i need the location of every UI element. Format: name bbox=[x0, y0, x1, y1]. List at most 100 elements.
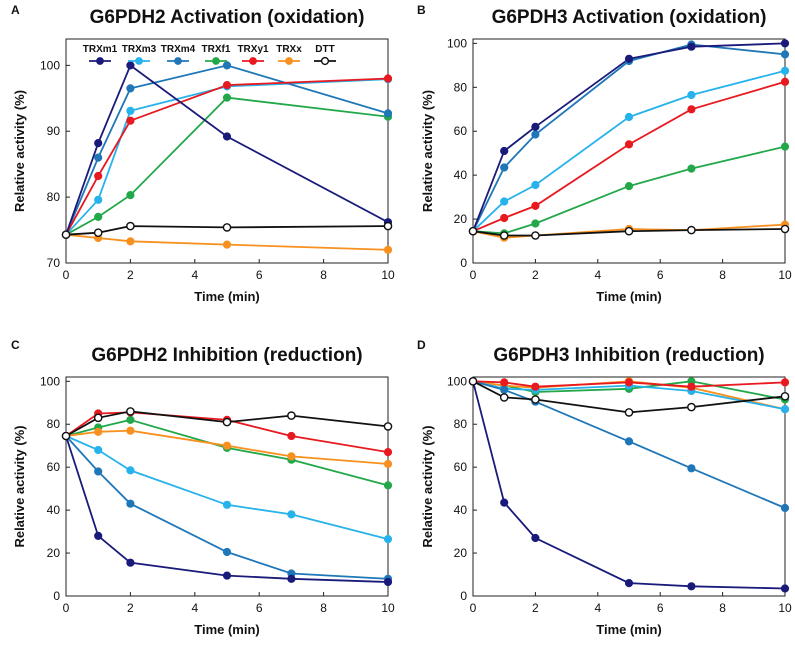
panel-b-point-trxf1 bbox=[687, 164, 696, 173]
panel-c-point-trxm3 bbox=[126, 466, 135, 475]
panel-a-point-trxx bbox=[383, 245, 393, 254]
panel-b-point-trxy1 bbox=[687, 105, 696, 114]
panel-c-point-trxy1 bbox=[383, 448, 393, 457]
panel-d-ytick-label: 0 bbox=[460, 589, 467, 603]
panel-d-point-trxy1 bbox=[500, 378, 509, 387]
panel-d-ytick-label: 100 bbox=[447, 374, 467, 388]
panel-d-line-trxm1 bbox=[472, 381, 786, 590]
panel-d-point-trxm1 bbox=[531, 533, 540, 543]
panel-c-line-trxf1 bbox=[65, 418, 389, 487]
panel-c-point-trxm4 bbox=[126, 499, 135, 508]
panel-a-point-trxy1 bbox=[222, 81, 232, 90]
panel-a-xtick-label: 10 bbox=[381, 268, 395, 282]
panel-a-point-dtt bbox=[383, 221, 393, 231]
panel-b-point-dtt bbox=[780, 224, 790, 234]
panel-d-point-dtt bbox=[624, 408, 634, 417]
panel-b-point-trxm3 bbox=[500, 197, 509, 206]
panel-d-point-trxm1 bbox=[780, 584, 790, 593]
panel-b-line-trxm1 bbox=[472, 42, 786, 232]
panel-b-xtick-label: 6 bbox=[657, 268, 664, 282]
panel-b-point-trxm1 bbox=[780, 39, 790, 48]
panel-b-point-trxf1 bbox=[624, 182, 634, 191]
panel-b-xtick-label: 8 bbox=[719, 268, 726, 282]
panel-a-frame bbox=[65, 38, 389, 264]
panel-b-ytick-label: 40 bbox=[454, 168, 468, 182]
panel-d-line-trxm4 bbox=[472, 380, 786, 509]
panel-d-xtick-label: 8 bbox=[719, 601, 726, 615]
legend-marker-trxy1 bbox=[249, 57, 257, 65]
panel-d-ytick-label: 60 bbox=[454, 460, 468, 474]
panel-b-point-trxm3 bbox=[624, 112, 634, 122]
panel-d-point-dtt bbox=[531, 395, 540, 404]
legend: TRXm1 TRXm3 TRXm4 TRXf1 TRXy1 TRXx DTT bbox=[83, 44, 336, 66]
panel-a-point-trxy1 bbox=[126, 116, 135, 125]
legend-marker-trxm4 bbox=[174, 57, 182, 65]
panel-a-letter: A bbox=[11, 3, 20, 17]
panel-d-point-trxm4 bbox=[687, 464, 696, 473]
panel-c-point-trxm1 bbox=[126, 558, 135, 567]
panel-a-xlabel: Time (min) bbox=[194, 289, 260, 304]
panel-b-line-trxf1 bbox=[472, 145, 786, 235]
panel-c-line-trxm3 bbox=[65, 435, 389, 540]
panel-c-xtick-label: 4 bbox=[191, 601, 198, 615]
legend-label-trxx: TRXx bbox=[276, 44, 302, 55]
panel-b-point-trxf1 bbox=[531, 219, 540, 228]
legend-marker-trxm1 bbox=[96, 57, 104, 65]
panel-b-point-trxy1 bbox=[531, 201, 540, 210]
panel-a-ytick-label: 100 bbox=[40, 58, 60, 72]
panel-d-point-trxm3 bbox=[780, 405, 790, 414]
panel-c-ylabel: Relative activity (%) bbox=[12, 425, 27, 547]
panel-c-point-trxm4 bbox=[94, 467, 103, 476]
panel-a-point-trxf1 bbox=[222, 93, 232, 102]
panel-b-point-trxf1 bbox=[780, 142, 790, 151]
panel-c-xlabel: Time (min) bbox=[194, 622, 260, 637]
legend-label-trxm3: TRXm3 bbox=[122, 44, 157, 55]
legend-marker-trxf1 bbox=[212, 57, 220, 65]
panel-c-letter: C bbox=[11, 338, 20, 352]
panel-a-xtick-label: 2 bbox=[127, 268, 134, 282]
panel-c-point-trxm1 bbox=[383, 577, 393, 587]
panel-b-frame bbox=[472, 38, 786, 264]
panel-d-xtick-label: 6 bbox=[657, 601, 664, 615]
panel-c-point-dtt bbox=[287, 411, 296, 420]
panel-d-xtick-label: 0 bbox=[470, 601, 477, 615]
panel-c-point-dtt bbox=[383, 422, 393, 431]
panel-b-xlabel: Time (min) bbox=[596, 289, 662, 304]
panel-a-point-trxm4 bbox=[94, 153, 103, 162]
panel-b-xtick-label: 2 bbox=[532, 268, 539, 282]
panel-d-ytick-label: 80 bbox=[454, 417, 468, 431]
panel-c-point-trxm1 bbox=[94, 531, 103, 541]
panel-c-xtick-label: 2 bbox=[127, 601, 134, 615]
panel-d-point-trxm1 bbox=[500, 498, 509, 507]
panel-c-point-trxx bbox=[383, 459, 393, 469]
panel-c-point-trxm1 bbox=[287, 574, 296, 583]
panel-d-letter: D bbox=[417, 338, 426, 352]
panel-a-xtick-label: 8 bbox=[320, 268, 327, 282]
legend-marker-trxm3 bbox=[135, 57, 143, 65]
panel-a-title: G6PDH2 Activation (oxidation) bbox=[90, 7, 365, 28]
panel-c-line-trxx bbox=[65, 429, 389, 465]
panel-c-point-trxm3 bbox=[287, 510, 296, 519]
panel-a-point-trxx bbox=[126, 237, 135, 246]
panel-b-point-trxm3 bbox=[531, 180, 540, 190]
legend-label-trxm4: TRXm4 bbox=[161, 44, 196, 55]
panel-c-line-trxm1 bbox=[65, 435, 389, 583]
panel-b-ytick-label: 60 bbox=[454, 124, 468, 138]
panel-a: A G6PDH2 Activation (oxidation) 0 2 4 6 8 10 70 8… bbox=[11, 3, 395, 304]
panel-b-ytick-label: 100 bbox=[447, 36, 467, 50]
panel-b-point-trxm3 bbox=[687, 90, 696, 100]
panel-c-point-trxx bbox=[126, 426, 135, 435]
legend-label-trxy1: TRXy1 bbox=[237, 44, 269, 55]
panel-c-point-dtt bbox=[93, 413, 103, 423]
panel-d-line-trxy1 bbox=[472, 380, 786, 388]
panel-b-point-trxm1 bbox=[624, 54, 634, 63]
panel-c: C G6PDH2 Inhibition (reduction)0 2 4 6 8 10020… bbox=[11, 338, 395, 637]
panel-a-point-trxy1 bbox=[94, 171, 103, 181]
panel-d-point-dtt bbox=[499, 393, 509, 402]
panel-c-xtick-label: 6 bbox=[256, 601, 263, 615]
panel-c-point-trxf1 bbox=[126, 415, 135, 424]
panel-b-ytick-label: 20 bbox=[454, 212, 468, 226]
panel-c-point-trxf1 bbox=[383, 481, 393, 490]
panel-c-xtick-label: 10 bbox=[381, 601, 395, 615]
